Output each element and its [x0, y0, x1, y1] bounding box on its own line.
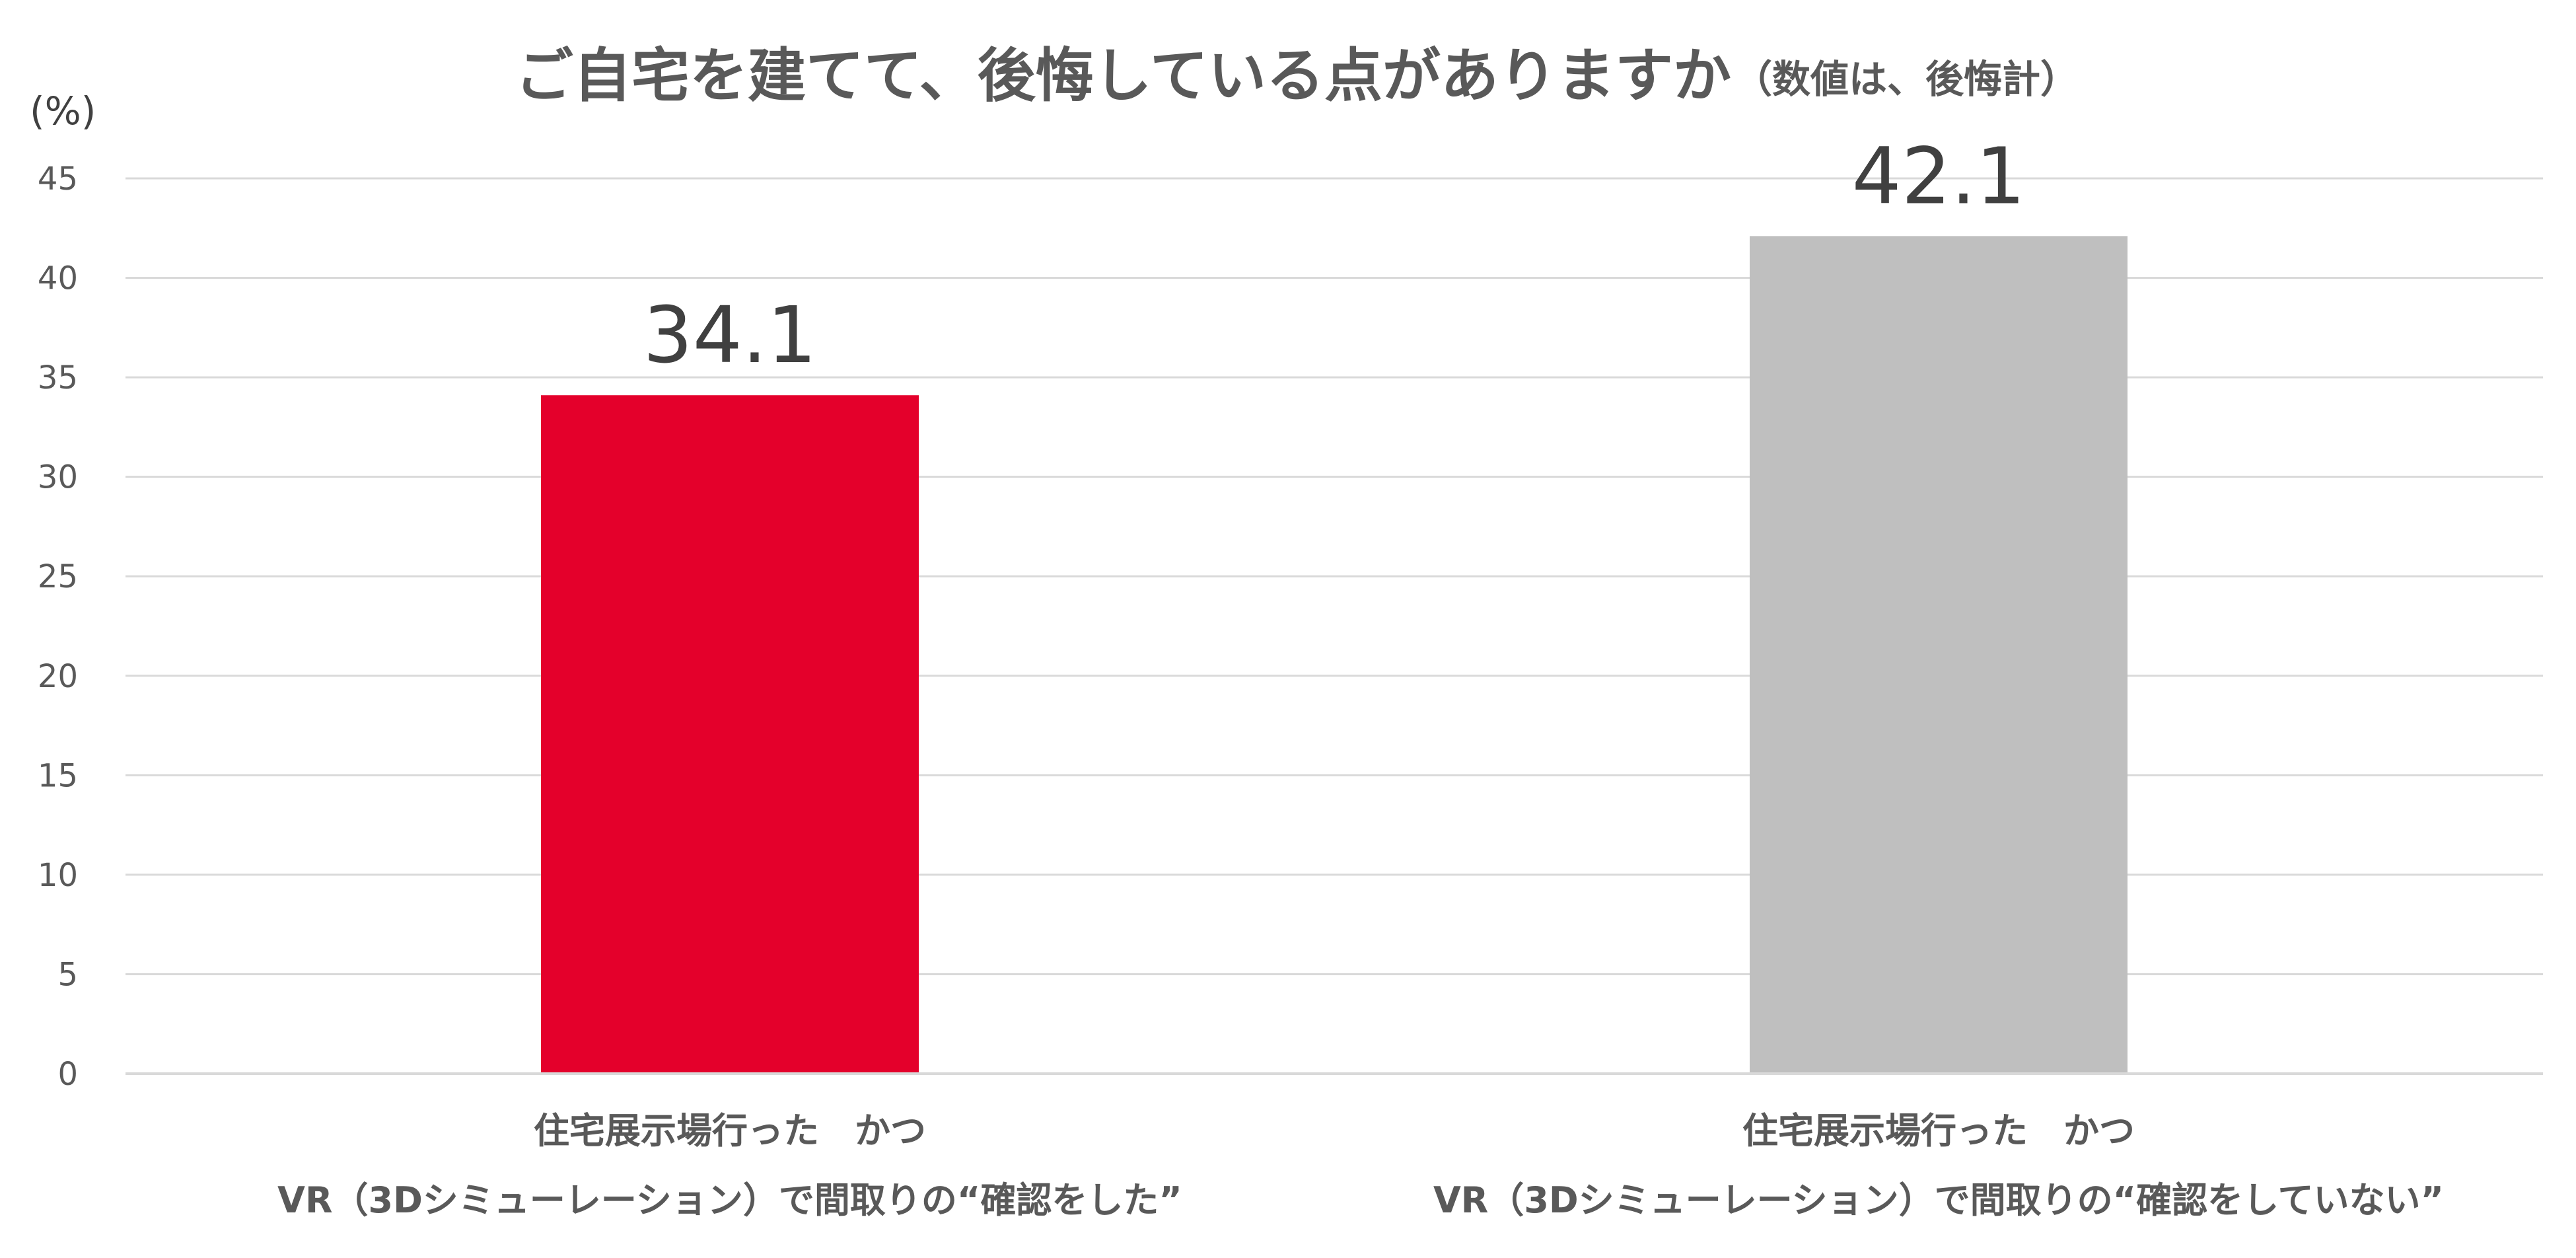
data-label: 42.1	[1852, 130, 2026, 221]
data-label: 34.1	[643, 289, 817, 381]
bar	[541, 395, 919, 1074]
y-axis-ticks: 0 5 10 15 20 25 30 35 40 45	[38, 161, 78, 1093]
x-category-label: VR（3Dシミューレーション）で間取りの“確認をしていない”	[1433, 1179, 2444, 1221]
bar	[1750, 236, 2128, 1074]
chart-subtitle: （数値は、後悔計）	[1734, 57, 2079, 102]
y-tick-label: 5	[57, 956, 78, 993]
y-tick-label: 10	[38, 857, 78, 894]
x-category-label: VR（3Dシミューレーション）で間取りの“確認をした”	[277, 1179, 1182, 1221]
y-tick-label: 30	[38, 459, 78, 496]
y-tick-label: 45	[38, 161, 78, 198]
bars	[541, 236, 2128, 1074]
y-axis-unit-label: (%)	[30, 89, 96, 133]
y-tick-label: 0	[57, 1056, 78, 1093]
chart-title: ご自宅を建てて、後悔している点がありますか	[515, 42, 1731, 110]
x-axis-categories: 住宅展示場行った かつ VR（3Dシミューレーション）で間取りの“確認をした” 住宅…	[277, 1110, 2444, 1221]
y-tick-label: 25	[38, 558, 78, 595]
y-tick-label: 35	[38, 359, 78, 396]
x-category-label: 住宅展示場行った かつ	[1742, 1110, 2135, 1152]
y-tick-label: 15	[38, 757, 78, 794]
x-category-label: 住宅展示場行った かつ	[534, 1110, 926, 1152]
y-tick-label: 40	[38, 260, 78, 297]
gridlines	[125, 177, 2543, 975]
y-tick-label: 20	[38, 658, 78, 695]
data-labels: 34.1 42.1	[643, 130, 2026, 381]
